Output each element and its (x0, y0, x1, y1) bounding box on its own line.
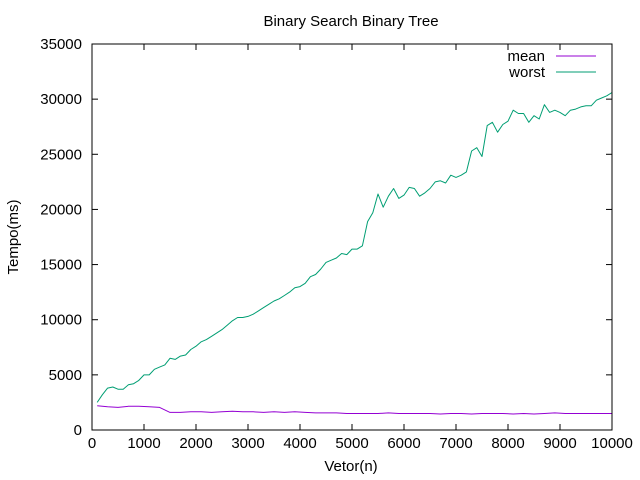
x-tick-label: 8000 (491, 435, 524, 452)
x-axis-label: Vetor(n) (324, 458, 377, 475)
y-axis-label: Tempo(ms) (5, 199, 22, 274)
x-tick-label: 9000 (543, 435, 576, 452)
x-tick-label: 6000 (387, 435, 420, 452)
series-line-mean (97, 405, 612, 415)
plot-frame (91, 43, 613, 431)
y-tick-label: 35000 (40, 36, 82, 53)
legend-label-worst: worst (508, 64, 546, 81)
x-tick-label: 7000 (439, 435, 472, 452)
x-tick-label: 1000 (127, 435, 160, 452)
legend: mean worst (507, 48, 596, 81)
y-tick-label: 30000 (40, 91, 82, 108)
x-tick-label: 4000 (283, 435, 316, 452)
x-tick-label: 5000 (335, 435, 368, 452)
legend-label-mean: mean (507, 48, 545, 65)
y-tick-label: 0 (74, 422, 82, 439)
y-tick-label: 20000 (40, 201, 82, 218)
y-tick-label: 15000 (40, 257, 82, 274)
series-line-worst (96, 92, 613, 403)
x-tick-label: 10000 (591, 435, 633, 452)
y-tick-label: 5000 (49, 367, 82, 384)
data-series (96, 92, 613, 415)
x-tick-label: 2000 (179, 435, 212, 452)
axis-ticks: 0 1000 2000 3000 4000 5000 6000 7000 8000 9000 100… (40, 36, 633, 452)
y-tick-label: 10000 (40, 312, 82, 329)
x-tick-label: 0 (88, 435, 96, 452)
y-tick-label: 25000 (40, 146, 82, 163)
x-tick-label: 3000 (231, 435, 264, 452)
chart-title: Binary Search Binary Tree (263, 13, 438, 30)
